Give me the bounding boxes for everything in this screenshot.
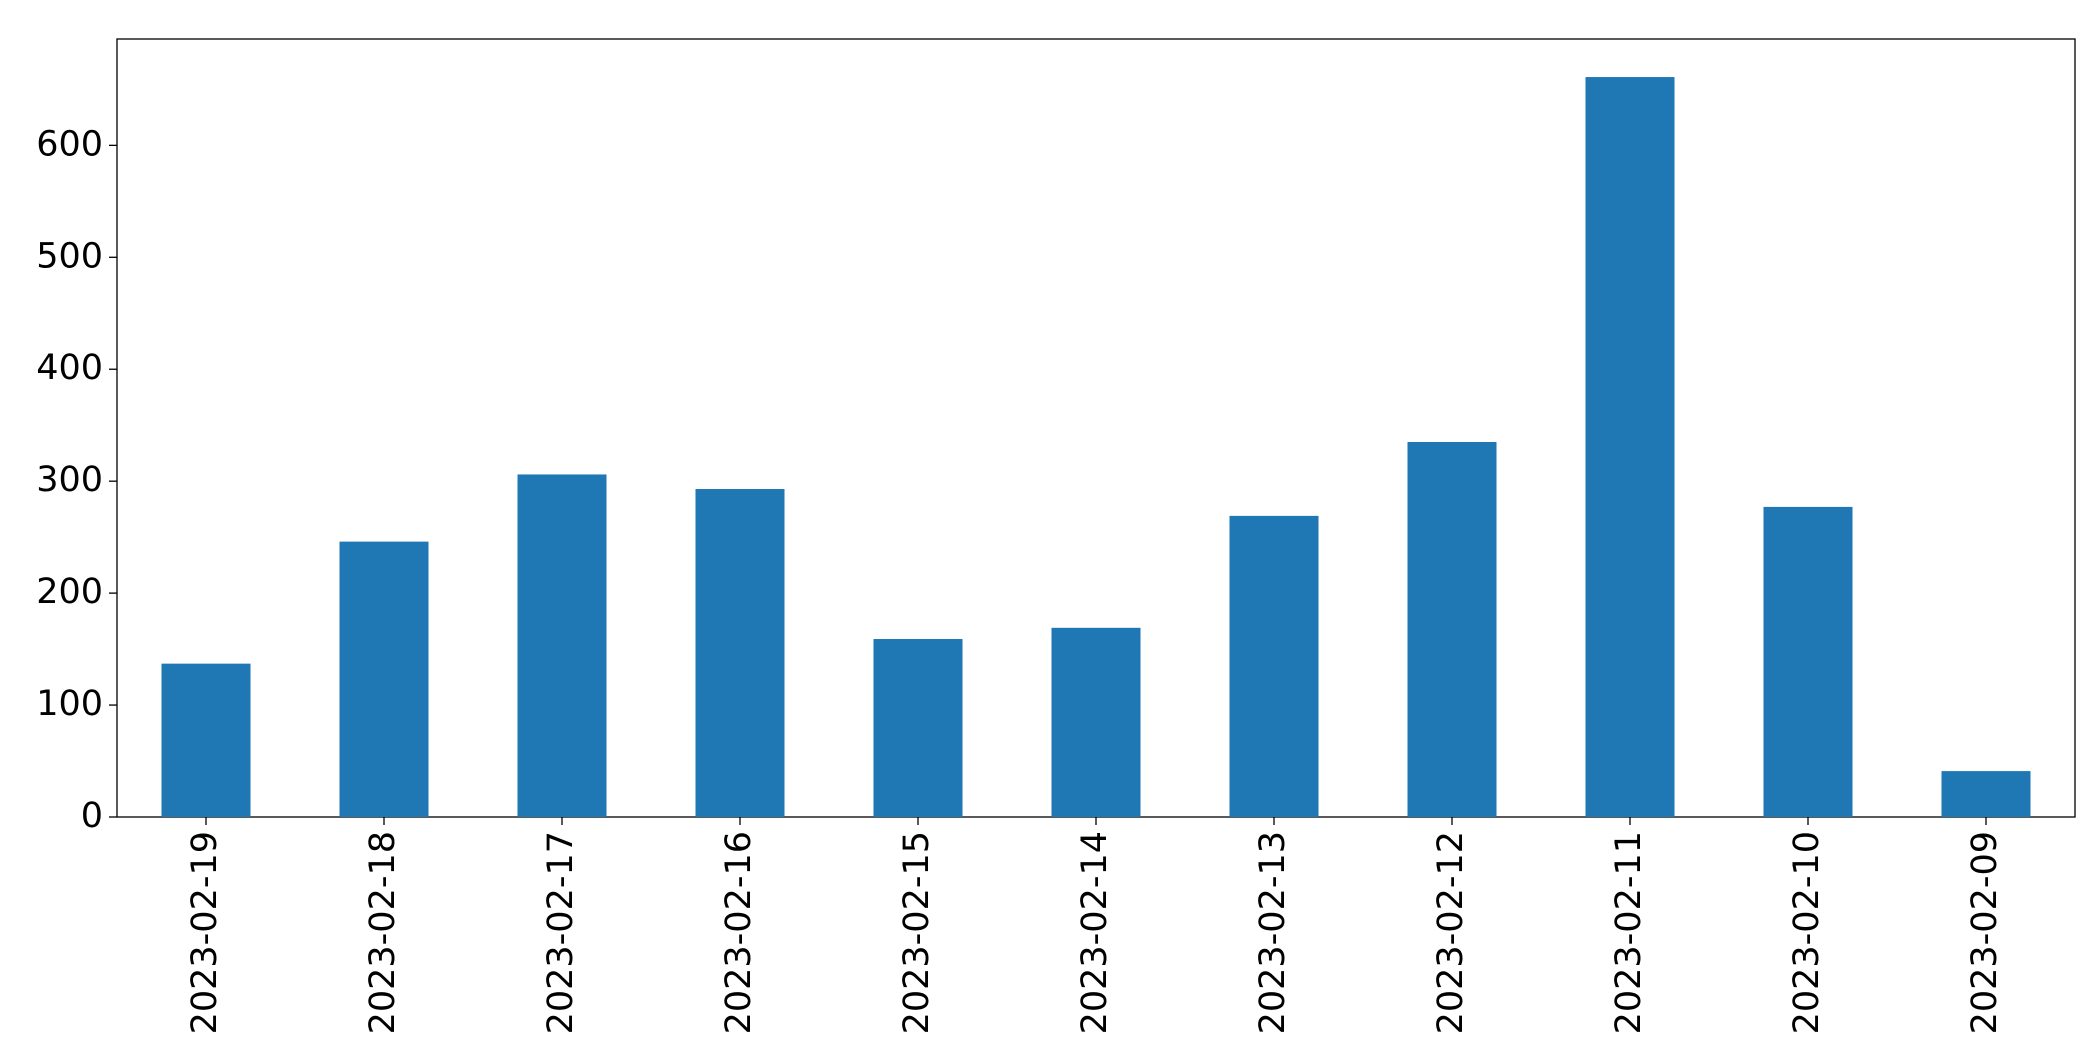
x-tick-label: 2023-02-13 <box>1253 831 1293 1034</box>
x-tick-label: 2023-02-15 <box>897 831 937 1034</box>
bar <box>1585 77 1675 818</box>
bar <box>1763 506 1853 817</box>
x-tick-label: 2023-02-12 <box>1431 831 1471 1034</box>
bar <box>873 639 963 817</box>
y-tick-label: 400 <box>36 348 103 388</box>
x-tick-label: 2023-02-09 <box>1965 831 2005 1034</box>
y-tick-label: 500 <box>36 236 103 276</box>
y-tick-label: 300 <box>36 460 103 500</box>
x-tick-label: 2023-02-14 <box>1075 831 1115 1034</box>
bar <box>1407 441 1497 817</box>
y-tick-label: 200 <box>36 572 103 612</box>
bar <box>1229 515 1319 817</box>
bar <box>517 474 607 817</box>
x-tick-label: 2023-02-19 <box>185 831 225 1034</box>
bar <box>1941 771 2031 817</box>
x-tick-label: 2023-02-16 <box>719 831 759 1034</box>
bar <box>339 541 429 817</box>
y-tick-label: 0 <box>81 796 103 836</box>
x-tick-label: 2023-02-18 <box>363 831 403 1034</box>
y-tick-label: 600 <box>36 124 103 164</box>
x-tick-label: 2023-02-17 <box>541 831 581 1034</box>
y-tick-label: 100 <box>36 684 103 724</box>
bar <box>1051 627 1141 817</box>
bar <box>695 489 785 817</box>
bar <box>161 663 251 817</box>
x-tick-label: 2023-02-11 <box>1609 831 1649 1034</box>
x-tick-label: 2023-02-10 <box>1787 831 1827 1034</box>
